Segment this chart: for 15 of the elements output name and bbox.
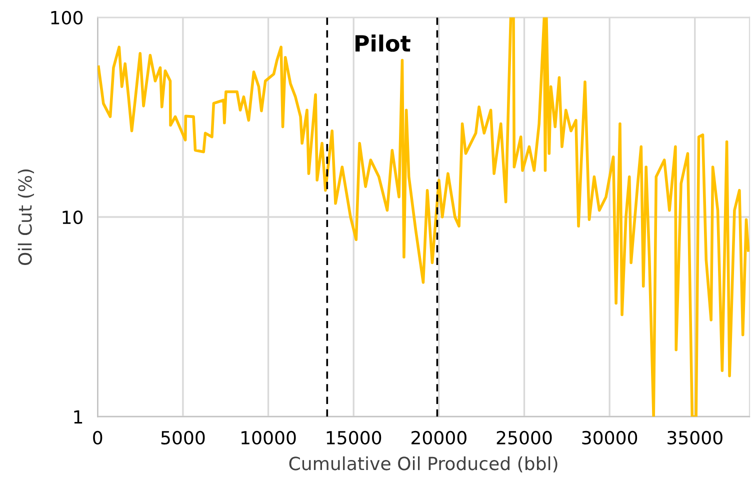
y-tick-label: 10	[62, 210, 83, 224]
y-axis-title: Oil Cut (%)	[18, 170, 34, 266]
annotation: Pilot	[356, 34, 410, 52]
y-tick-label: 100	[51, 10, 83, 24]
x-tick-label: 25000	[496, 430, 552, 445]
x-tick-label: 15000	[326, 430, 382, 445]
x-tick-label: 0	[93, 430, 102, 445]
x-tick-label: 35000	[668, 430, 722, 445]
x-axis-title: Cumulative Oil Produced (bbl)	[289, 456, 558, 472]
x-tick-label: 5000	[161, 430, 205, 445]
line-series	[98, 17, 750, 417]
x-tick-label: 30000	[582, 430, 638, 445]
x-tick-label: 20000	[412, 430, 466, 445]
y-tick-label: 1	[74, 410, 82, 424]
x-tick-label: 10000	[242, 430, 296, 445]
